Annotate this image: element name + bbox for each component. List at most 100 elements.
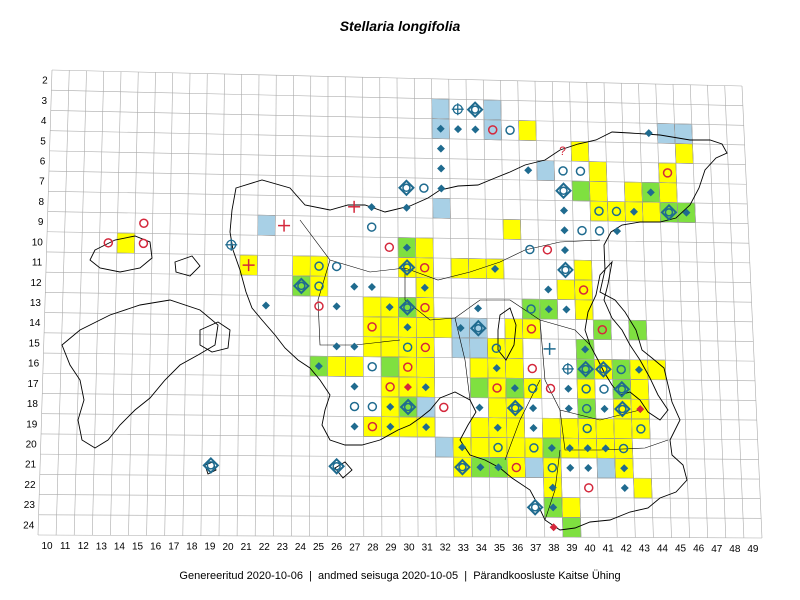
grid-cell-blue [469, 337, 488, 359]
marker-diamond [491, 264, 500, 273]
marker-circle-red [527, 363, 538, 374]
grid-line-vertical [741, 85, 763, 539]
col-label: 38 [548, 543, 560, 554]
row-label: 2 [42, 76, 48, 87]
marker-diamond [529, 404, 538, 413]
marker-circle-blue [581, 384, 591, 394]
grid-cell-yellow [380, 316, 399, 338]
grid-cell-yellow [541, 417, 561, 439]
grid-cell-yellow [469, 357, 489, 379]
marker-circle-diamond [660, 203, 678, 221]
marker-circle-blue [526, 304, 536, 314]
grid-line-vertical [362, 77, 365, 537]
lake-peipus [584, 260, 669, 421]
marker-circle-red [545, 383, 556, 394]
grid-line-horizontal [44, 332, 754, 342]
grid-cell-yellow [576, 378, 596, 400]
marker-diamond [629, 207, 638, 216]
marker-diamond [620, 464, 629, 473]
marker-diamond [644, 129, 653, 138]
grid-line-vertical [431, 78, 437, 537]
grid-cell-yellow [398, 336, 417, 358]
marker-circle-blue [367, 362, 377, 372]
grid-cell-yellow [506, 417, 526, 439]
grid-line-vertical [517, 80, 527, 538]
grid-line-vertical [534, 81, 546, 538]
row-label: 21 [25, 460, 37, 471]
grid-cell-yellow [398, 416, 418, 438]
marker-diamond [565, 444, 574, 453]
grid-line-vertical [37, 69, 53, 536]
marker-cross-red [348, 200, 361, 213]
grid-cell-green [380, 356, 400, 378]
col-label: 34 [476, 543, 488, 554]
col-label: 24 [295, 542, 307, 553]
grid-cell-yellow [518, 120, 537, 141]
marker-diamond [544, 305, 553, 314]
grid-cell-yellow [488, 397, 507, 419]
marker-diamond [564, 404, 573, 413]
grid-line-vertical [272, 75, 277, 536]
marker-diamond [314, 362, 323, 371]
grid-cell-yellow [470, 437, 490, 458]
svg-text:?: ? [559, 144, 566, 158]
marker-diamond [422, 423, 431, 432]
marker-diamond [549, 503, 558, 512]
marker-cross-blue [543, 342, 556, 355]
grid-line-vertical [164, 72, 174, 536]
marker-diamond [600, 404, 609, 413]
marker-circle-diamond [595, 360, 612, 378]
marker-diamond [350, 282, 359, 291]
col-label: 26 [331, 542, 343, 553]
marker-diamond [456, 323, 465, 332]
grid-line-vertical [655, 83, 672, 538]
footer-separator-1: | [309, 570, 312, 582]
col-label: 13 [96, 541, 108, 552]
grid-cell-green [592, 319, 612, 340]
marker-diamond [492, 364, 501, 373]
grid-line-horizontal [48, 170, 747, 185]
col-label: 45 [675, 544, 687, 555]
grid-line-horizontal [45, 292, 752, 303]
grid-cell-yellow [574, 279, 593, 301]
marker-diamond [350, 422, 359, 431]
marker-circle-diamond [613, 400, 631, 418]
footer-separator-2: | [464, 570, 468, 582]
grid-cell-yellow [642, 201, 661, 223]
grid-line-vertical [707, 85, 727, 538]
grid-cell-yellow [631, 418, 651, 440]
marker-diamond [646, 188, 655, 197]
row-label: 16 [28, 359, 40, 370]
col-labels: 10 11 12 13 14 15 16 17 18 19 20 21 22 23 24 25 26 27 28 29… [41, 541, 758, 555]
footer-data-status: andmed seisuga 2020-10-05 [318, 570, 459, 582]
grid-cell-green [562, 517, 582, 538]
grid-cell-yellow [524, 437, 544, 459]
row-label: 9 [38, 217, 44, 228]
saaremaa-island [61, 299, 219, 449]
grid-cell-yellow [624, 181, 643, 203]
marker-circle-blue [349, 401, 360, 412]
col-label: 28 [367, 542, 379, 553]
marker-diamond [476, 463, 485, 472]
col-label: 37 [530, 543, 542, 554]
row-label: 18 [27, 399, 39, 410]
grid-cell-yellow [380, 376, 400, 398]
grid-cell-yellow [506, 457, 526, 478]
grid-line-horizontal [41, 433, 758, 441]
marker-circle-blue [331, 261, 342, 272]
row-label: 11 [32, 258, 43, 269]
col-label: 48 [729, 544, 741, 555]
footer-organization: Pärandkoosluste Kaitse Ühing [473, 570, 621, 582]
grid-line-vertical [603, 82, 618, 538]
marker-circle-red [419, 263, 430, 273]
marker-diamond [386, 402, 395, 411]
grid-line-vertical [379, 77, 383, 537]
marker-circle-blue [491, 343, 502, 354]
grid-cell-yellow [309, 275, 329, 297]
grid-line-horizontal [37, 534, 763, 539]
marker-circle-diamond [557, 261, 574, 279]
grid-cell-blue [656, 123, 676, 144]
marker-diamond [548, 483, 557, 492]
grid-cell-yellow [570, 141, 590, 162]
marker-diamond-red [403, 383, 412, 392]
